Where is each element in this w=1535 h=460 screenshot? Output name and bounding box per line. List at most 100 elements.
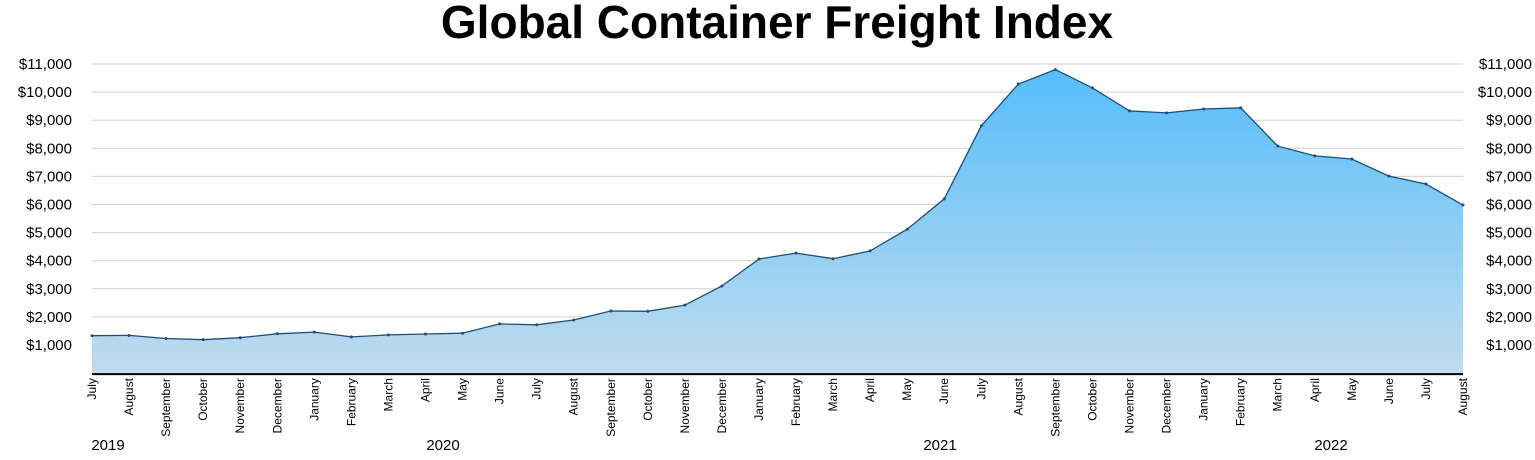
data-point [1090, 86, 1094, 90]
x-tick-label: April [1308, 378, 1322, 402]
x-tick-label: May [1345, 378, 1359, 401]
y-tick-label: $2,000 [1486, 309, 1532, 326]
gridlines [92, 63, 1463, 346]
x-tick-label: August [1011, 377, 1025, 415]
data-point [831, 257, 835, 261]
data-point [1016, 82, 1020, 86]
x-tick-label: September [1048, 378, 1062, 437]
x-tick-label: January [307, 378, 321, 421]
data-point [238, 336, 242, 340]
y-tick-label: $5,000 [1486, 225, 1532, 242]
year-labels: 2019 2020 2021 2022 [91, 437, 1347, 454]
data-point [201, 338, 205, 342]
area-fill [92, 69, 1463, 374]
data-point [646, 309, 650, 313]
x-tick-label: January [1197, 378, 1211, 421]
x-tick-label: November [678, 378, 692, 433]
x-tick-label: December [715, 378, 729, 433]
data-point [275, 332, 279, 336]
y-tick-label: $6,000 [1486, 197, 1532, 214]
data-point [683, 303, 687, 307]
x-tick-label: November [233, 378, 247, 433]
y-tick-label: $1,000 [1486, 337, 1532, 354]
y-axis-right: $1,000 $2,000 $3,000 $4,000 $5,000 $6,000 $7,0… [1478, 56, 1532, 354]
x-tick-label: July [974, 378, 988, 399]
data-point [572, 318, 576, 322]
y-tick-label: $5,000 [26, 225, 72, 242]
x-tick-label: April [418, 378, 432, 402]
data-point [1053, 68, 1057, 72]
data-point [609, 309, 613, 313]
data-point [1128, 109, 1132, 113]
y-tick-label: $6,000 [26, 197, 72, 214]
x-tick-label: September [159, 378, 173, 437]
x-tick-label: August [567, 377, 581, 415]
x-tick-label: July [530, 378, 544, 399]
area-series [90, 68, 1465, 374]
y-tick-label: $4,000 [1486, 253, 1532, 270]
data-point [979, 124, 983, 128]
data-point [1461, 203, 1465, 207]
data-point [1165, 111, 1169, 115]
chart-title: Global Container Freight Index [441, 0, 1114, 48]
y-tick-label: $7,000 [1486, 168, 1532, 185]
y-tick-label: $7,000 [26, 168, 72, 185]
x-tick-label: October [196, 378, 210, 421]
x-tick-label: July [1419, 378, 1433, 399]
y-tick-label: $3,000 [1486, 281, 1532, 298]
data-point [905, 227, 909, 231]
x-tick-label: March [1271, 378, 1285, 411]
data-point [1313, 154, 1317, 158]
y-tick-label: $8,000 [1486, 140, 1532, 157]
year-label: 2022 [1314, 437, 1347, 454]
x-tick-label: February [1234, 378, 1248, 426]
x-tick-label: May [456, 378, 470, 401]
data-point [1387, 174, 1391, 178]
year-label: 2019 [91, 437, 124, 454]
data-point [1350, 157, 1354, 161]
data-point [868, 249, 872, 253]
x-tick-label: July [85, 378, 99, 399]
x-tick-label: August [1456, 377, 1470, 415]
x-tick-label: June [937, 378, 951, 404]
x-tick-label: March [826, 378, 840, 411]
data-point [1239, 106, 1243, 110]
x-tick-label: November [1123, 378, 1137, 433]
y-tick-label: $3,000 [26, 281, 72, 298]
y-axis-left: $1,000 $2,000 $3,000 $4,000 $5,000 $6,000 $7,0… [18, 56, 72, 354]
data-point [1202, 107, 1206, 111]
y-tick-label: $9,000 [1486, 112, 1532, 129]
y-tick-label: $2,000 [26, 309, 72, 326]
series-line [91, 68, 1464, 341]
data-point [423, 332, 427, 336]
y-tick-label: $11,000 [19, 56, 72, 73]
year-label: 2020 [426, 437, 459, 454]
data-point [461, 331, 465, 335]
year-label: 2021 [923, 437, 956, 454]
data-point [535, 323, 539, 327]
data-point [127, 333, 131, 337]
x-tick-label: January [752, 378, 766, 421]
data-point [498, 322, 502, 326]
data-point [794, 251, 798, 255]
data-point [1424, 182, 1428, 186]
data-point [312, 330, 316, 334]
x-axis: July August September October November Decemb… [85, 373, 1470, 437]
x-tick-label: June [493, 378, 507, 404]
x-tick-label: May [900, 378, 914, 401]
y-tick-label: $4,000 [26, 253, 72, 270]
x-tick-label: February [344, 378, 358, 426]
y-tick-label: $1,000 [26, 337, 72, 354]
x-tick-label: August [122, 377, 136, 415]
data-point [942, 197, 946, 201]
x-tick-label: March [381, 378, 395, 411]
x-tick-label: February [789, 378, 803, 426]
data-point [720, 284, 724, 288]
y-tick-label: $9,000 [26, 112, 72, 129]
x-tick-label: September [604, 378, 618, 437]
y-tick-label: $8,000 [26, 140, 72, 157]
data-point [349, 335, 353, 339]
x-tick-label: December [1160, 378, 1174, 433]
y-tick-label: $11,000 [1479, 56, 1532, 73]
